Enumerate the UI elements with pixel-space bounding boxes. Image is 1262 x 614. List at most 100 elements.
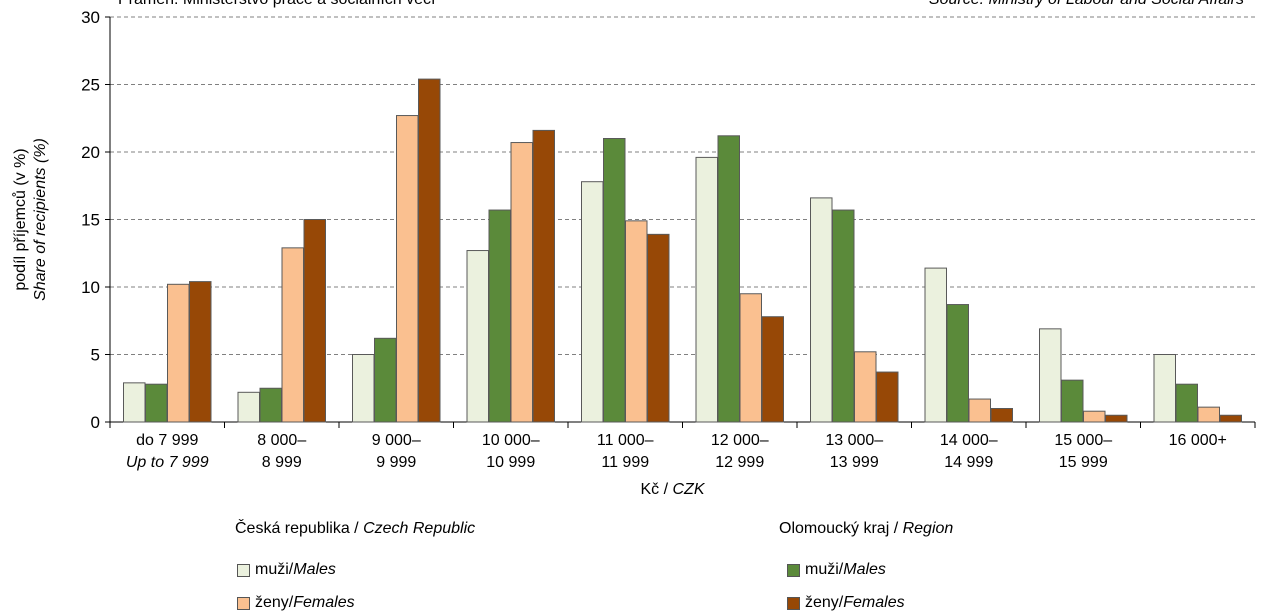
bar [1061,379,1084,423]
bar [761,316,784,423]
bar [532,129,555,423]
legend-title-reg: Olomoucký kraj [779,520,890,537]
legend-title-cz: Česká republika [235,520,350,537]
x-tick-label: 8 000– [257,432,306,449]
bar [1197,406,1220,423]
legend-separator: / [288,594,294,611]
source-note-cz: Pramen: Ministerstvo práce a sociálních … [118,0,435,9]
legend-title-cz-en: Czech Republic [363,520,476,537]
legend-label-females: ženy [805,594,839,611]
x-tick-label: 8 999 [262,454,302,471]
bar [259,387,282,423]
bar [352,354,375,423]
source-note-en: Source: Ministry of Labour and Social Af… [929,0,1244,9]
x-tick-label: 9 000– [372,432,421,449]
bar [739,293,762,423]
y-tick-label: 30 [81,8,100,27]
y-tick-label: 15 [81,211,100,230]
bar [625,220,648,423]
legend-item-reg-females: ženy / Females [787,594,905,612]
y-tick-label: 20 [81,143,100,162]
x-axis-label-cz: Kč / [640,481,672,498]
legend-separator: / [349,520,364,537]
y-axis-label-en: Share of recipients (%) [32,138,49,301]
x-tick-label: 16 000+ [1169,432,1227,449]
bar [603,138,626,423]
legend-separator: / [288,561,294,578]
bar [167,283,190,423]
legend-label-females: ženy [255,594,289,611]
bar [832,209,855,423]
bar [1219,414,1242,423]
bar [510,142,533,423]
legend-label-males: muži [805,561,839,578]
bar [717,135,740,423]
bar [123,382,146,423]
legend-label-males-en: Males [293,561,336,578]
bar [647,233,670,423]
bar [946,304,969,423]
y-tick-label: 0 [91,413,100,432]
bar [1039,328,1062,423]
x-tick-label: 14 000– [940,432,998,449]
x-tick-label: Up to 7 999 [126,454,209,471]
x-tick-label: 14 999 [944,454,993,471]
legend-label-females-en: Females [843,594,905,611]
bar [810,197,833,423]
legend-title-reg-en: Region [902,520,954,537]
legend-separator: / [838,594,844,611]
x-axis-label-en: CZK [673,481,706,498]
bar [466,250,489,423]
x-tick-label: 12 000– [711,432,769,449]
legend-separator: / [838,561,844,578]
x-tick-label: 15 999 [1059,454,1108,471]
legend-label-males-en: Males [843,561,886,578]
bar [396,115,419,423]
legend-swatch-reg-males [787,563,800,577]
legend-swatch-cz-males [237,563,250,577]
x-tick-label: 12 999 [715,454,764,471]
bar [990,408,1013,423]
y-tick-label: 10 [81,278,100,297]
legend-item-reg-males: muži / Males [787,561,886,579]
x-tick-label: 15 000– [1054,432,1112,449]
bar [418,78,441,423]
x-tick-label: 13 000– [825,432,883,449]
bar [1083,410,1106,423]
bar-chart: 0 5 10 15 20 25 30 do 7 999 Up to 7 999 8 000– 8 9… [11,8,1256,498]
bar [1105,414,1128,423]
legend-title-czech-republic: Česká republika / Czech Republic [235,520,475,538]
legend-title-region: Olomoucký kraj / Region [779,520,953,538]
bar [374,337,397,423]
legend-swatch-reg-females [787,596,800,610]
bar [488,209,511,423]
y-tick-label: 25 [81,76,100,95]
bar [876,371,899,423]
x-tick-label: 10 000– [482,432,540,449]
bar [695,156,718,423]
bar [968,398,991,423]
legend-item-cz-males: muži / Males [237,561,336,579]
bar [281,247,304,423]
y-axis-label-cz: podíl příjemců (v %) [11,148,29,290]
x-tick-label: 9 999 [376,454,416,471]
x-tick-label: 11 999 [601,454,649,471]
bar [854,351,877,423]
bar [1175,383,1198,423]
bar [237,391,260,423]
bar [189,281,212,423]
x-tick-label: do 7 999 [136,432,198,449]
x-tick-label: 11 000– [597,432,654,449]
legend-swatch-cz-females [237,596,250,610]
x-tick-label: 13 999 [830,454,879,471]
bar [145,383,168,423]
bar [924,267,947,423]
legend-label-males: muži [255,561,289,578]
bar [581,181,604,423]
y-tick-label: 5 [91,346,100,365]
x-axis-label: Kč / CZK [640,481,705,498]
bar [1153,354,1176,423]
bar [303,219,326,423]
legend-label-females-en: Females [293,594,355,611]
legend-separator: / [889,520,903,537]
